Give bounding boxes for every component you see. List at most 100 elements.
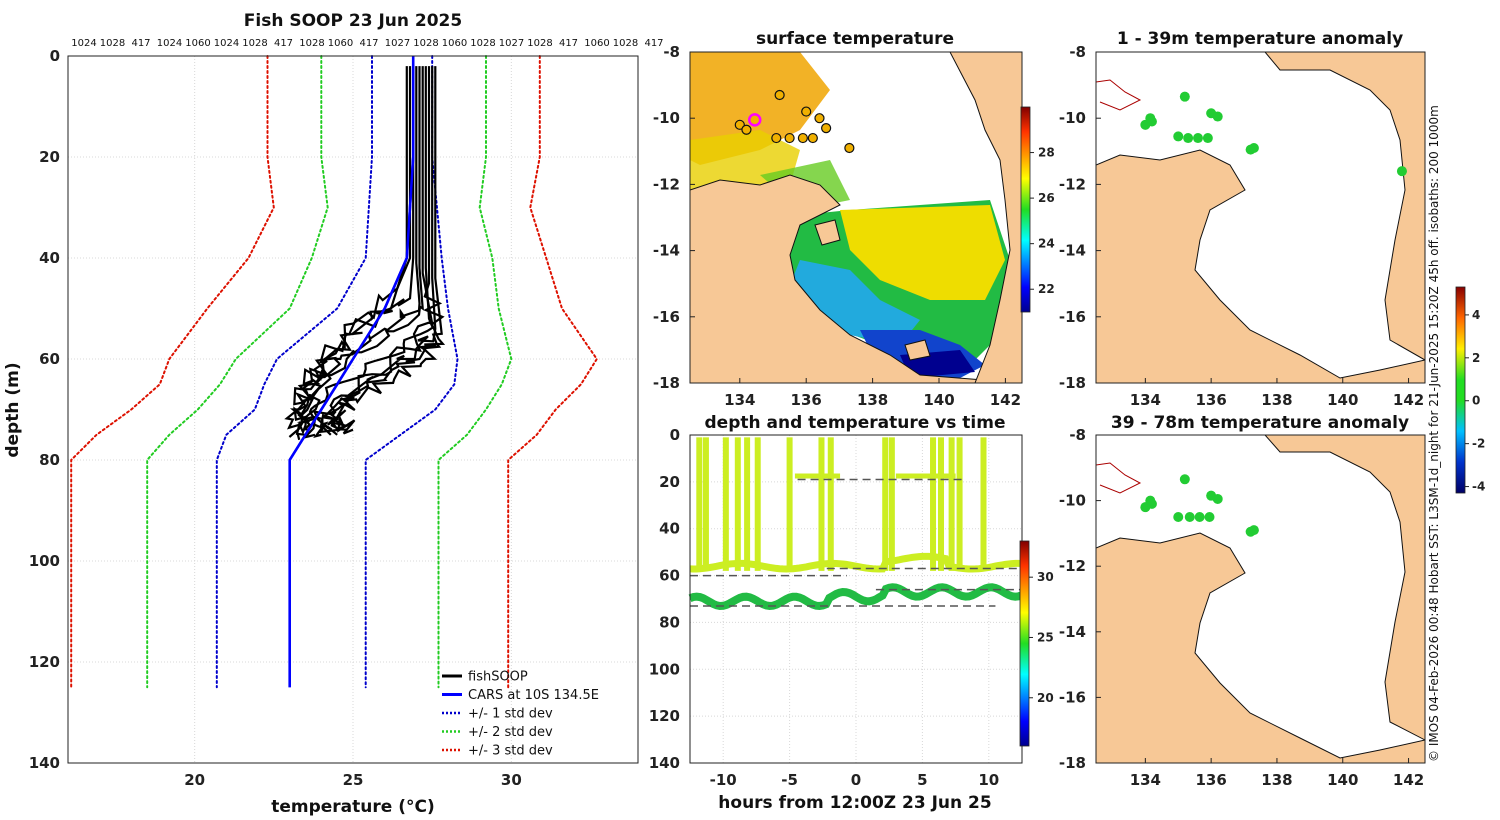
time-cast-bar [882, 437, 889, 571]
time-cast-bar [937, 437, 944, 571]
time-cb-tick: 30 [1037, 570, 1054, 584]
profile-xtick: 25 [343, 771, 364, 789]
anomaly-point [1179, 474, 1190, 485]
map-xtick: 138 [857, 391, 888, 409]
time-series [688, 434, 1024, 764]
time-cb-tick: 25 [1037, 630, 1054, 644]
map-ytick: -14 [653, 242, 680, 260]
sst-station-marker [734, 119, 745, 130]
anomaly-deep-ticks: 134 136 138 140 142 -8 -10 -12 -14 -16 -18 [1059, 426, 1424, 789]
anomaly-shallow-ticks: 134 136 138 140 142 -8 -10 -12 -14 -16 -18 [1059, 43, 1424, 409]
time-cast-bar [734, 437, 741, 571]
anomaly-cb-tick: -4 [1472, 480, 1485, 494]
anomaly-point [1248, 525, 1259, 536]
time-xtick: -5 [781, 771, 798, 789]
time-ytick: 80 [659, 613, 680, 631]
profile-ytick: 80 [39, 451, 60, 469]
map-xtick: 140 [923, 391, 954, 409]
anomaly-point [1184, 512, 1195, 522]
anomaly-point [1173, 131, 1184, 142]
time-xtick: 5 [917, 771, 927, 789]
profile-series-line [146, 55, 329, 689]
map-ytick: -18 [653, 374, 680, 392]
credit-text: © IMOS 04-Feb-2026 00:48 Hobart SST: L3S… [1427, 105, 1441, 762]
sst-gulf-warm [840, 205, 1005, 300]
map-xtick: 142 [990, 391, 1021, 409]
anomaly-cb-tick: 0 [1472, 394, 1480, 408]
anomaly-point [1192, 133, 1203, 144]
time-cast-bar [956, 437, 963, 571]
sst-cb-tick: 28 [1038, 146, 1055, 160]
sst-station-marker [844, 142, 855, 154]
time-colorbar [1019, 540, 1030, 747]
map-ytick: -8 [663, 43, 680, 61]
map-ytick: -18 [1059, 754, 1086, 772]
profile-top-label: 1028 [413, 38, 438, 49]
sst-station-marker [774, 89, 785, 101]
anomaly-point [1145, 113, 1156, 124]
map-xtick: 134 [1130, 391, 1161, 409]
profile-series-line [507, 55, 598, 689]
time-ytick: 60 [659, 567, 680, 585]
map-ytick: -12 [653, 175, 680, 193]
profile-top-label: 1024 [214, 38, 239, 49]
legend-label: +/- 3 std dev [468, 744, 553, 759]
anomaly-shallow-points [1140, 91, 1407, 177]
sst-land-groote [814, 219, 841, 246]
time-upper-band [689, 552, 1023, 573]
sst-cb-tick: 22 [1038, 282, 1055, 296]
fishsoop-profile [318, 66, 437, 434]
time-ytick: 40 [659, 520, 680, 538]
profile-top-label: 1060 [584, 38, 609, 49]
anomaly-deep-axes-box [1095, 434, 1426, 764]
time-cast-bar [980, 437, 987, 571]
time-ytick: 0 [670, 426, 680, 444]
profile-top-label: 1028 [613, 38, 638, 49]
profile-top-labels: 1024 1028 417 1024 1060 1024 1028 417 1028 1060 41… [71, 38, 663, 49]
profile-series-line [70, 55, 275, 689]
legend-label: CARS at 10S 134.5E [468, 688, 599, 703]
map-ytick: -10 [653, 109, 680, 127]
cars-profile-line [288, 56, 415, 688]
map-xtick: 134 [1130, 771, 1161, 789]
profile-top-label: 1060 [442, 38, 467, 49]
time-xtick: 0 [851, 771, 861, 789]
profile-top-label: 417 [131, 38, 150, 49]
time-panel: depth and temperature vs time -10 -5 0 5 10 0… [649, 413, 1054, 813]
profile-ytick: 60 [39, 350, 60, 368]
map-xtick: 134 [724, 391, 755, 409]
time-title: depth and temperature vs time [705, 413, 1006, 433]
sst-current-station-marker [747, 113, 762, 127]
map-xtick: 142 [1393, 391, 1424, 409]
profile-top-label: 1028 [470, 38, 495, 49]
map-xtick: 138 [1261, 391, 1292, 409]
time-cast-bar [818, 437, 825, 571]
anomaly-shallow-title: 1 - 39m temperature anomaly [1117, 29, 1403, 49]
map-ytick: -12 [1059, 557, 1086, 575]
anomaly-shallow-land-cape [1264, 52, 1425, 361]
map-ytick: -10 [1059, 492, 1086, 510]
map-ytick: -8 [1069, 43, 1086, 61]
profile-top-label: 1027 [385, 38, 410, 49]
time-cast-bar [888, 437, 895, 571]
map-ytick: -18 [1059, 374, 1086, 392]
sst-cb-tick: 24 [1038, 237, 1055, 251]
profile-top-label: 417 [274, 38, 293, 49]
anomaly-colorbar-ticks: -4 -2 0 2 4 [1465, 308, 1485, 494]
profile-top-label: 1060 [328, 38, 353, 49]
time-xtick: 10 [978, 771, 999, 789]
profile-top-label: 417 [644, 38, 663, 49]
sst-panel: surface temperature 134 136 138 140 142 -8 -10… [653, 29, 1055, 409]
map-xtick: 142 [1393, 771, 1424, 789]
profile-ytick: 20 [39, 148, 60, 166]
profile-series-line [215, 55, 373, 689]
map-xtick: 140 [1327, 771, 1358, 789]
anomaly-point [1396, 166, 1407, 177]
anomaly-panel-deep: 39 - 78m temperature anomaly 134 136 138 14… [1059, 413, 1426, 789]
anomaly-deep-title: 39 - 78m temperature anomaly [1111, 413, 1409, 433]
anomaly-panel-shallow: 1 - 39m temperature anomaly 134 136 138 140… [1059, 29, 1485, 494]
anomaly-point [1183, 133, 1194, 144]
time-xtick: -10 [710, 771, 737, 789]
